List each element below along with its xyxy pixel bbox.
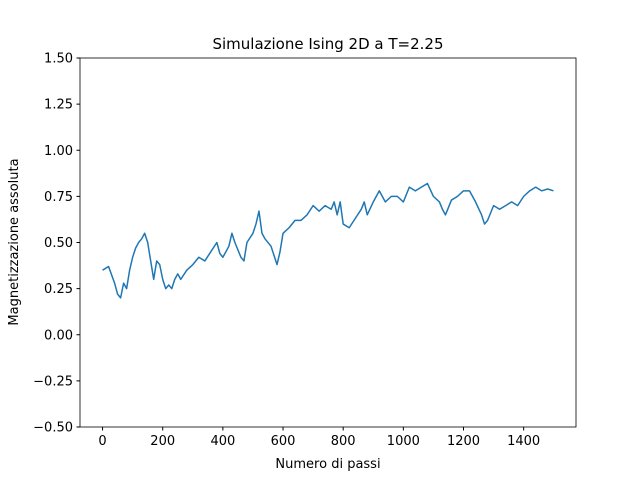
y-tick-label: 0.25: [44, 282, 73, 297]
y-tick-label: 0.50: [44, 236, 73, 251]
x-tick-label: 200: [150, 434, 175, 449]
y-tick-label: 0.75: [44, 190, 73, 205]
x-tick-label: 600: [271, 434, 296, 449]
x-axis-label: Numero di passi: [275, 457, 380, 472]
x-tick-label: 0: [98, 434, 106, 449]
y-tick-label: 0.00: [44, 328, 73, 343]
plot-frame: [79, 57, 577, 428]
x-tick-label: 1000: [387, 434, 420, 449]
y-tick-label: 1.00: [44, 144, 73, 159]
x-tick-label: 1200: [447, 434, 480, 449]
x-tick-label: 400: [210, 434, 235, 449]
y-tick-label: −0.25: [33, 374, 73, 389]
y-tick-label: −0.50: [33, 421, 73, 436]
x-tick-label: 800: [331, 434, 356, 449]
y-axis-label: Magnetizzazione assoluta: [7, 158, 22, 325]
data-line: [102, 182, 554, 299]
y-tick-label: 1.25: [44, 98, 73, 113]
chart-title: Simulazione Ising 2D a T=2.25: [212, 35, 443, 53]
x-tick-label: 1400: [507, 434, 540, 449]
y-tick-label: 1.50: [44, 52, 73, 67]
